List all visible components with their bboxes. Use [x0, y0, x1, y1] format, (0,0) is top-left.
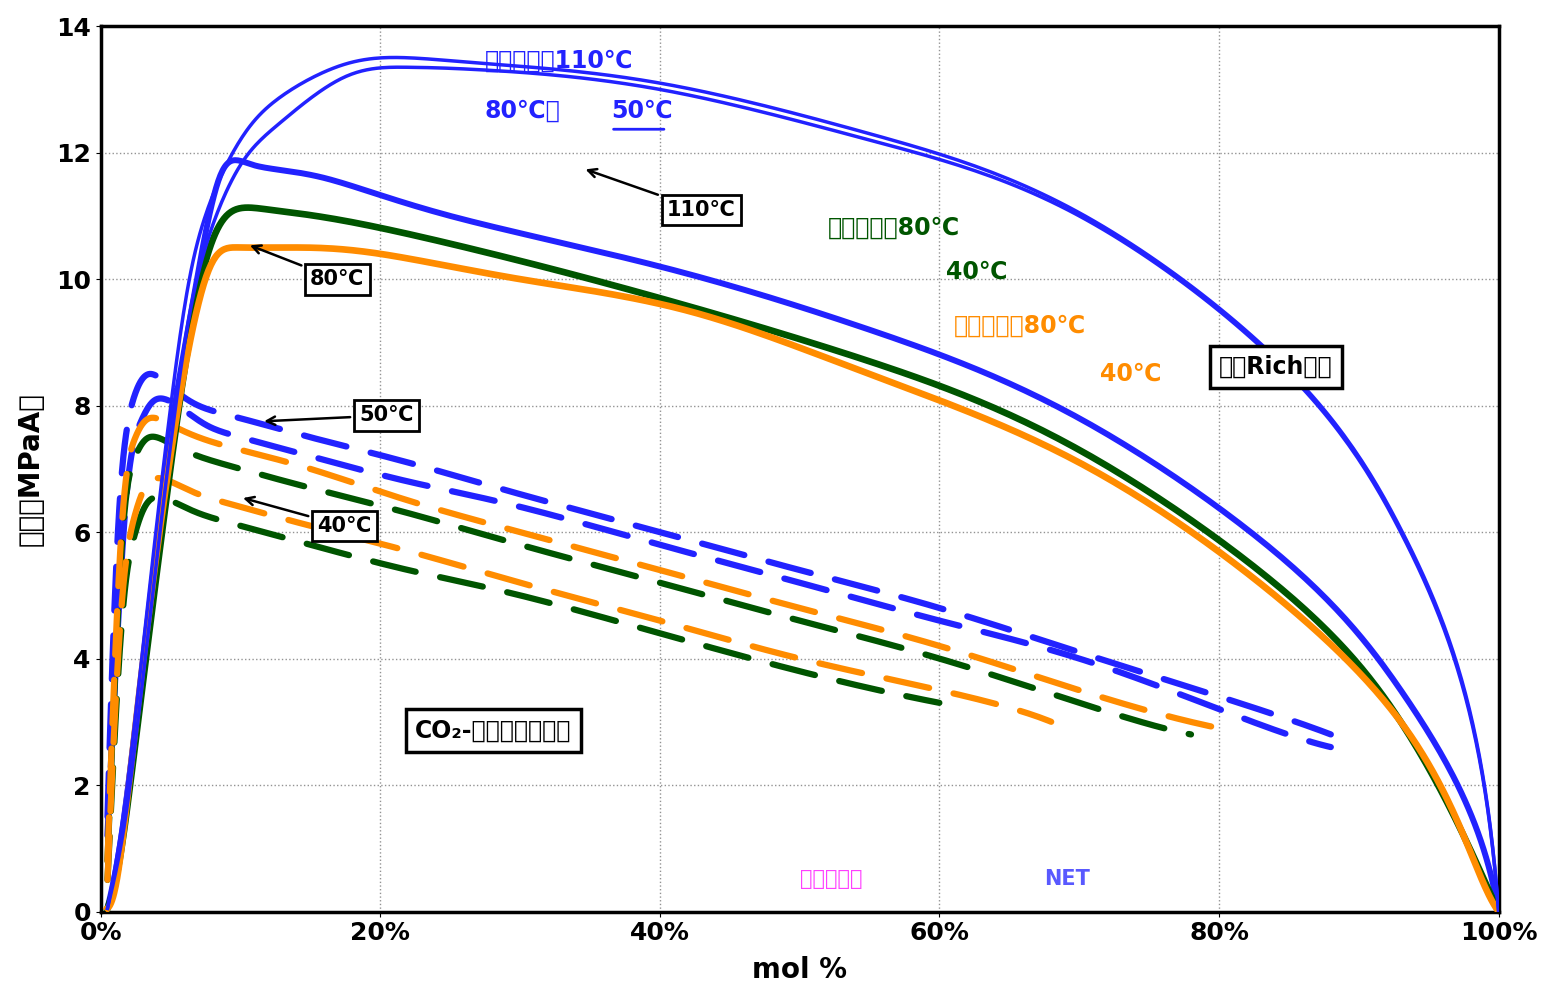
Text: 40℃: 40℃ — [1100, 361, 1162, 385]
Text: 80℃、: 80℃、 — [485, 99, 561, 123]
Text: 80℃: 80℃ — [252, 245, 365, 289]
Text: 40℃: 40℃ — [946, 260, 1009, 284]
X-axis label: mol %: mol % — [752, 956, 847, 984]
Text: 50℃: 50℃ — [611, 99, 673, 123]
Text: 110℃: 110℃ — [587, 169, 735, 220]
Text: NET: NET — [1044, 869, 1089, 889]
Text: アセトン：80℃: アセトン：80℃ — [827, 216, 960, 240]
Text: 40℃: 40℃ — [246, 496, 371, 537]
Text: 50℃: 50℃ — [267, 405, 413, 425]
Y-axis label: 圧力［MPaA］: 圧力［MPaA］ — [17, 392, 45, 546]
Text: 超臨界流体: 超臨界流体 — [800, 869, 862, 889]
Text: CO₂-溶媒・二相領域: CO₂-溶媒・二相領域 — [415, 719, 572, 743]
Text: ヘプタン：110℃: ヘプタン：110℃ — [485, 48, 634, 72]
Text: ヘキサン：80℃: ヘキサン：80℃ — [953, 314, 1086, 338]
Text: 溶媒Rich・液: 溶媒Rich・液 — [1218, 355, 1333, 379]
